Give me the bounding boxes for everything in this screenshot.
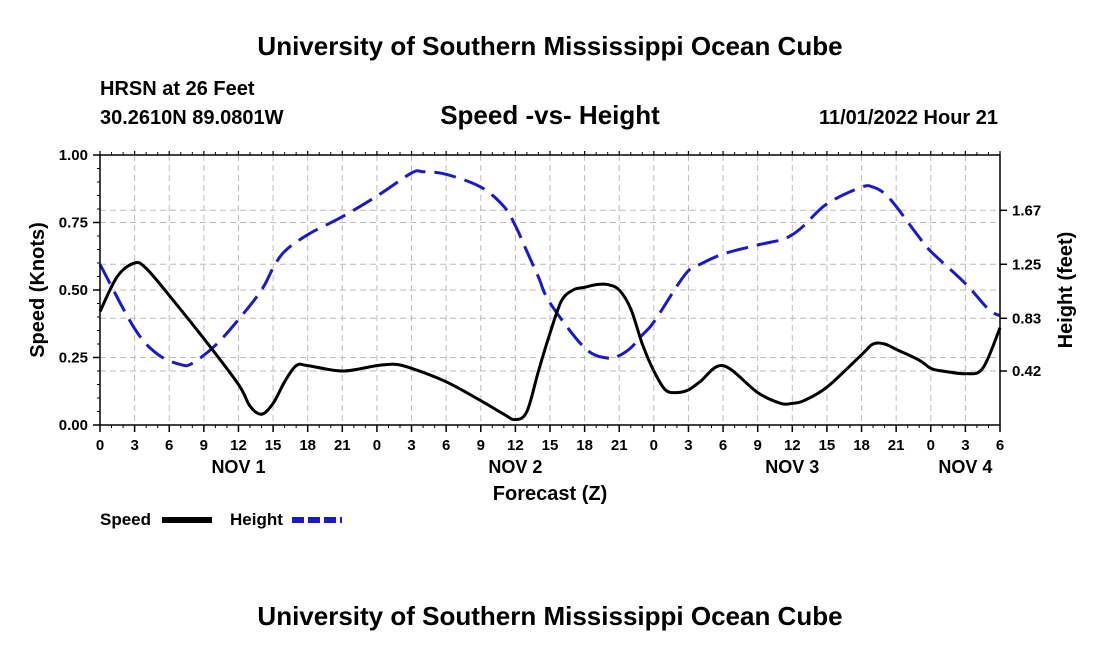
y-axis-label-left: Speed (Knots) xyxy=(27,222,49,358)
y-tick-label-right: 0.42 xyxy=(1012,363,1041,380)
x-day-label: NOV 4 xyxy=(938,457,992,477)
x-tick-label: 0 xyxy=(373,437,381,454)
chart-title: Speed -vs- Height xyxy=(440,100,660,130)
series-line-height xyxy=(98,169,1001,368)
grid-lines xyxy=(100,155,1000,425)
x-tick-label: 12 xyxy=(507,437,524,454)
x-tick-label: 0 xyxy=(927,437,935,454)
x-tick-label: 3 xyxy=(961,437,969,454)
y-tick-label: 1.00 xyxy=(59,147,88,164)
x-tick-label: 18 xyxy=(576,437,593,454)
x-tick-label: 21 xyxy=(334,437,351,454)
x-tick-label: 3 xyxy=(407,437,415,454)
x-tick-label: 0 xyxy=(96,437,104,454)
footer-title: University of Southern Mississippi Ocean… xyxy=(257,601,842,631)
axis-ticks: 0 3 6 9 12 15 18 21 0 3 6 9 12 15 18 21 0 3 6 9 12 15 18 21 0 3 6N… xyxy=(59,147,1041,477)
y-axis-label-right: Height (feet) xyxy=(1055,232,1077,349)
x-tick-label: 9 xyxy=(477,437,485,454)
y-tick-label-right: 1.25 xyxy=(1012,256,1041,273)
x-tick-label: 21 xyxy=(611,437,628,454)
x-tick-label: 18 xyxy=(853,437,870,454)
x-tick-label: 12 xyxy=(784,437,801,454)
x-day-label: NOV 1 xyxy=(211,457,265,477)
x-tick-label: 15 xyxy=(819,437,836,454)
x-tick-label: 21 xyxy=(888,437,905,454)
series-group xyxy=(98,169,1002,422)
legend-speed-label: Speed xyxy=(100,510,151,529)
figure-title: University of Southern Mississippi Ocean… xyxy=(257,31,842,61)
y-tick-label-right: 0.83 xyxy=(1012,310,1041,327)
series-line-speed xyxy=(98,260,1002,422)
x-tick-label: 15 xyxy=(542,437,559,454)
y-tick-label: 0.00 xyxy=(59,417,88,434)
y-tick-label-right: 1.67 xyxy=(1012,202,1041,219)
x-tick-label: 6 xyxy=(996,437,1004,454)
x-tick-label: 6 xyxy=(719,437,727,454)
x-day-label: NOV 3 xyxy=(765,457,819,477)
x-tick-label: 3 xyxy=(130,437,138,454)
station-label: HRSN at 26 Feet xyxy=(100,78,255,100)
legend: Speed Height xyxy=(100,510,342,529)
x-tick-label: 18 xyxy=(299,437,316,454)
x-tick-label: 0 xyxy=(650,437,658,454)
y-tick-label: 0.25 xyxy=(59,350,88,367)
x-tick-label: 12 xyxy=(230,437,247,454)
x-tick-label: 3 xyxy=(684,437,692,454)
x-tick-label: 15 xyxy=(265,437,282,454)
x-tick-label: 9 xyxy=(200,437,208,454)
x-tick-label: 6 xyxy=(165,437,173,454)
station-coords: 30.2610N 89.0801W xyxy=(100,107,284,129)
y-tick-label: 0.50 xyxy=(59,282,88,299)
x-axis-label: Forecast (Z) xyxy=(493,483,607,505)
x-tick-label: 9 xyxy=(754,437,762,454)
x-day-label: NOV 2 xyxy=(488,457,542,477)
x-tick-label: 6 xyxy=(442,437,450,454)
legend-height-label: Height xyxy=(230,510,283,529)
y-tick-label: 0.75 xyxy=(59,215,88,232)
forecast-date-hour: 11/01/2022 Hour 21 xyxy=(819,107,998,129)
